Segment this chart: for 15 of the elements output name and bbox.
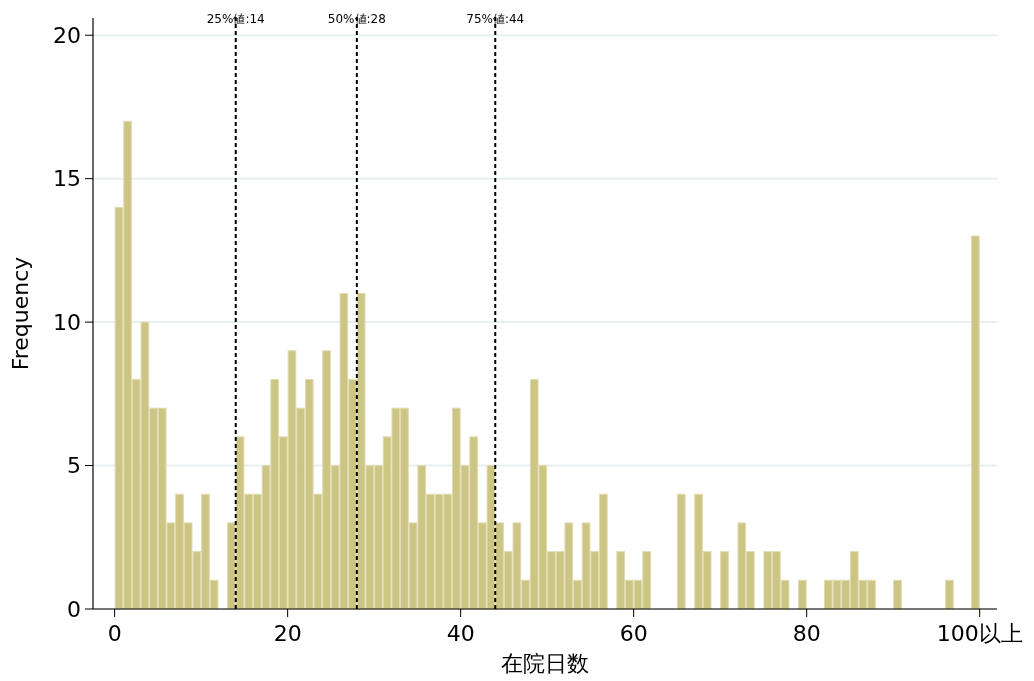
- x-tick-label: 20: [273, 621, 302, 646]
- y-tick-label: 10: [53, 309, 81, 335]
- y-axis-title: Frequency: [8, 256, 33, 371]
- x-tick-label: 60: [619, 621, 648, 646]
- y-tick-label: 15: [53, 166, 81, 192]
- x-tick-label: 0: [107, 621, 122, 646]
- ref-line-label: 75%値:44: [466, 12, 525, 26]
- x-axis-title: 在院日数: [501, 651, 589, 676]
- y-tick-label: 0: [67, 596, 81, 622]
- ref-line-label: 25%値:14: [206, 12, 265, 26]
- y-tick-label: 5: [67, 453, 81, 479]
- x-tick-label: 40: [446, 621, 475, 646]
- x-tick-label: 100以上: [936, 621, 1023, 646]
- x-tick-label: 80: [792, 621, 821, 646]
- y-tick-label: 20: [53, 22, 81, 48]
